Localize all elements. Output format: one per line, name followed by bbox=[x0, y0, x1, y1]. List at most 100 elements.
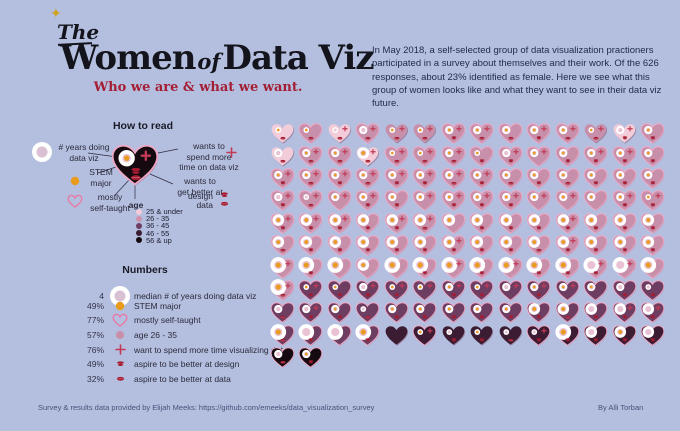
heart-glyph bbox=[554, 301, 581, 324]
self-taught-heart-icon bbox=[67, 194, 83, 213]
stem-dot-icon bbox=[70, 173, 80, 191]
heart-glyph bbox=[354, 234, 381, 257]
heart-glyph bbox=[440, 256, 467, 279]
byline: By Alli Torban bbox=[598, 403, 644, 412]
heart-glyph bbox=[468, 301, 495, 324]
heart-glyph bbox=[411, 256, 438, 279]
heart-glyph bbox=[326, 301, 353, 324]
heart-glyph bbox=[411, 234, 438, 257]
heart-glyph bbox=[440, 301, 467, 324]
heart-glyph bbox=[639, 324, 666, 346]
heart-glyph bbox=[383, 189, 410, 212]
heart-glyph bbox=[611, 212, 638, 234]
heart-glyph bbox=[582, 145, 609, 167]
heart-glyph bbox=[554, 145, 581, 167]
heart-glyph bbox=[383, 256, 410, 279]
heart-glyph bbox=[554, 234, 581, 257]
heart-glyph bbox=[411, 212, 438, 234]
heart-glyph bbox=[639, 189, 666, 212]
stat-value: 77% bbox=[86, 315, 104, 326]
heart-glyph bbox=[582, 256, 609, 279]
heart-glyph bbox=[297, 323, 324, 346]
heart-glyph bbox=[639, 212, 666, 234]
stat-row: 77% mostly self-taught bbox=[70, 313, 310, 328]
heart-glyph bbox=[554, 256, 581, 279]
heart-glyph bbox=[411, 189, 438, 212]
heart-glyph bbox=[269, 346, 296, 369]
heart-glyph bbox=[639, 301, 666, 324]
heart-glyph bbox=[440, 189, 467, 212]
heart-glyph bbox=[554, 189, 581, 212]
stat-row: 76% want to spend more time visualizing d… bbox=[70, 342, 310, 357]
years-label: # years doing data viz bbox=[58, 142, 110, 163]
stat-label: median # of years doing data viz bbox=[134, 291, 257, 301]
sparkle-icon: ✦ bbox=[50, 5, 62, 21]
stat-value: 32% bbox=[86, 373, 104, 384]
design-label: design bbox=[187, 191, 213, 201]
heart-glyph bbox=[354, 122, 381, 145]
heart-glyph bbox=[326, 189, 353, 212]
heart-glyph bbox=[525, 301, 552, 324]
age-legend-label: 26 - 35 bbox=[146, 214, 170, 224]
stat-label: mostly self-taught bbox=[134, 315, 201, 326]
heart-glyph bbox=[525, 212, 552, 234]
heart-glyph bbox=[383, 145, 410, 167]
stat-row: 4 median # of years doing data viz bbox=[70, 284, 310, 306]
heart-glyph bbox=[468, 256, 495, 279]
heart-glyph bbox=[525, 145, 552, 167]
heart-glyph bbox=[326, 256, 353, 279]
heart-glyph bbox=[582, 324, 609, 346]
heart-glyph bbox=[554, 167, 581, 189]
heart-glyph bbox=[269, 234, 296, 257]
age-legend-item: 46 - 55 bbox=[136, 229, 183, 238]
heart-glyph bbox=[297, 301, 324, 324]
more-time-label: wants to spend more time on data viz bbox=[179, 141, 239, 173]
heart-glyph bbox=[269, 212, 296, 234]
design-legend-row: design bbox=[170, 190, 232, 202]
heart-glyph bbox=[326, 122, 353, 144]
page-title: WomenofData Viz bbox=[60, 38, 375, 78]
heart-glyph bbox=[383, 324, 410, 346]
data-legend-row: data bbox=[170, 199, 232, 211]
age-dot-icon bbox=[136, 222, 142, 229]
heart-glyph bbox=[525, 189, 552, 212]
heart-glyph bbox=[497, 301, 524, 324]
heart-glyph bbox=[639, 122, 666, 145]
heart-glyph bbox=[269, 122, 296, 144]
heart-glyph bbox=[497, 279, 524, 301]
heart-glyph bbox=[468, 279, 495, 301]
heart-glyph bbox=[582, 234, 609, 257]
years-ring-icon bbox=[30, 140, 54, 169]
heart-grid bbox=[268, 122, 667, 369]
heart-glyph bbox=[582, 212, 609, 234]
heart-glyph bbox=[611, 167, 638, 189]
heart-glyph bbox=[468, 122, 495, 145]
heart-glyph bbox=[269, 301, 296, 324]
heart-glyph bbox=[440, 212, 467, 234]
heart-glyph bbox=[269, 256, 296, 279]
age-dot-icon bbox=[106, 330, 134, 340]
stat-value: 76% bbox=[86, 344, 104, 355]
heart-glyph bbox=[468, 212, 495, 234]
heart-glyph bbox=[440, 324, 467, 346]
age-legend-label: 56 & up bbox=[146, 235, 172, 245]
heart-glyph bbox=[611, 145, 638, 167]
stat-row: 32% aspire to be better at data bbox=[70, 372, 310, 387]
age-legend-item: 25 & under bbox=[136, 207, 183, 216]
heart-glyph bbox=[269, 323, 296, 346]
heart-glyph bbox=[554, 122, 581, 145]
age-dot-icon bbox=[136, 208, 142, 215]
heart-glyph bbox=[582, 167, 609, 189]
heart-glyph bbox=[297, 234, 324, 257]
heart-glyph bbox=[639, 145, 666, 167]
heart-glyph bbox=[440, 145, 467, 167]
heart-glyph bbox=[525, 122, 552, 145]
heart-glyph bbox=[582, 279, 609, 301]
ring-icon bbox=[106, 284, 134, 308]
how-to-read-section: How to read # years doing data viz STEM … bbox=[18, 118, 270, 258]
heart-glyph bbox=[440, 279, 467, 301]
heart-glyph bbox=[497, 189, 524, 212]
heart-glyph bbox=[468, 234, 495, 257]
heart-glyph bbox=[497, 212, 524, 234]
heart-glyph bbox=[582, 189, 609, 212]
